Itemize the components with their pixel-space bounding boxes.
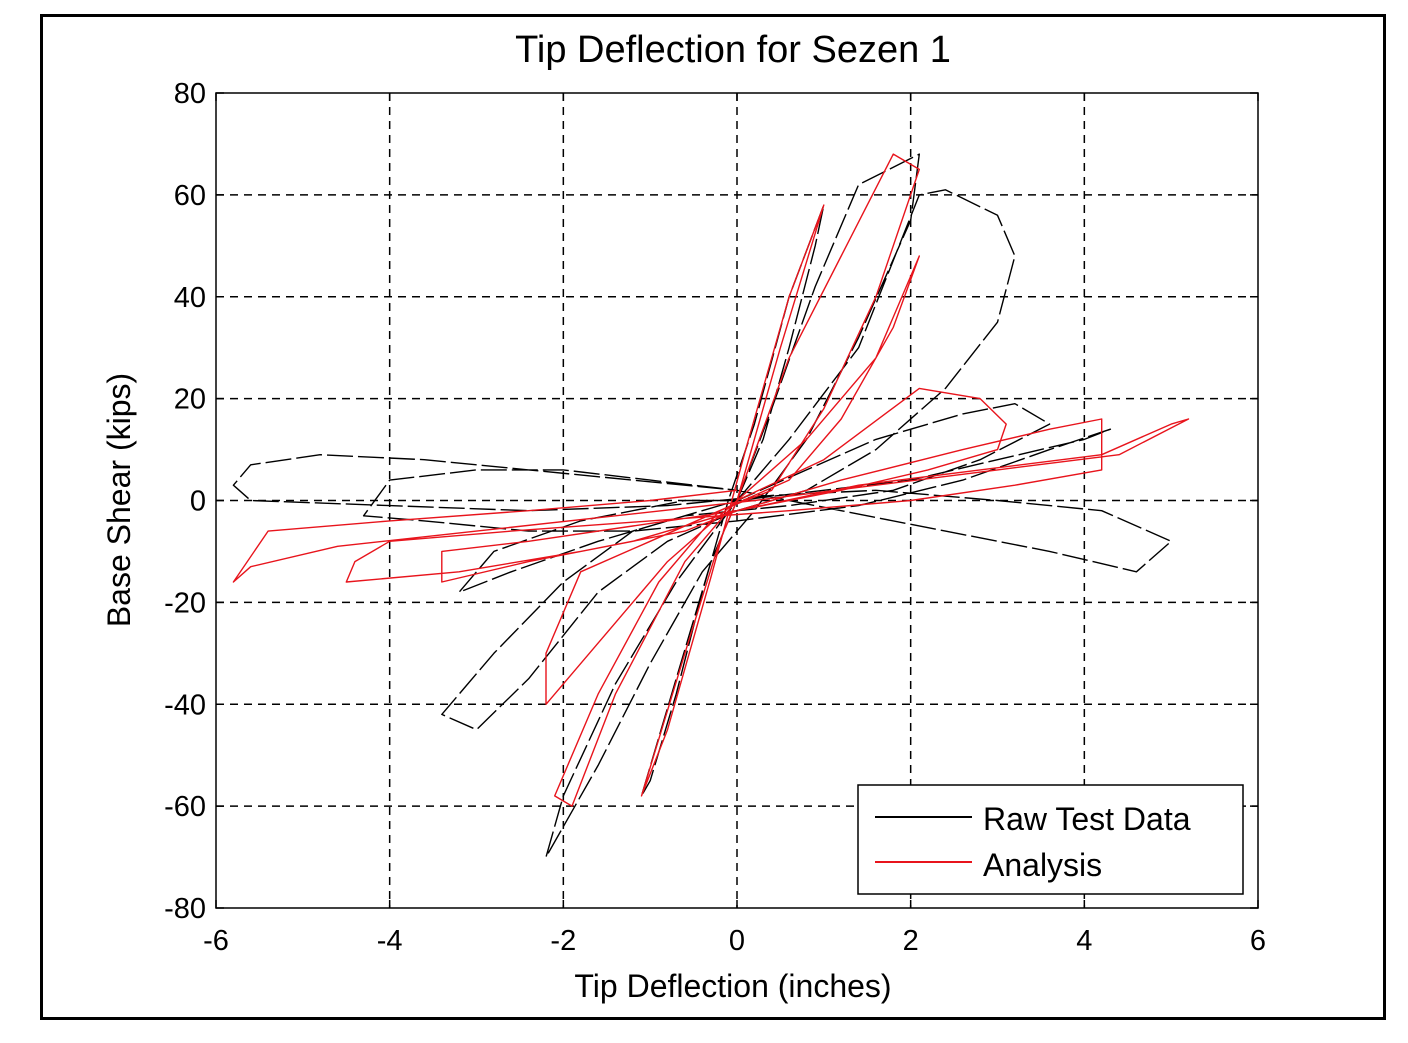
y-axis-label: Base Shear (kips) bbox=[101, 373, 137, 627]
series-group bbox=[232, 153, 1190, 858]
x-axis-label: Tip Deflection (inches) bbox=[574, 968, 891, 1004]
y-tick-label: -80 bbox=[164, 893, 206, 925]
x-tick-label: 0 bbox=[729, 925, 745, 957]
legend: Raw Test Data Analysis bbox=[857, 784, 1244, 895]
y-tick-label: 60 bbox=[174, 180, 206, 212]
x-tick-label: 2 bbox=[903, 925, 919, 957]
x-tick-label: 6 bbox=[1250, 925, 1266, 957]
series-raw-test-data bbox=[232, 153, 1172, 858]
y-tick-label: 80 bbox=[174, 78, 206, 110]
x-tick-label: -6 bbox=[203, 925, 229, 957]
legend-raw-label: Raw Test Data bbox=[983, 801, 1191, 837]
y-tick-label: 0 bbox=[190, 486, 206, 518]
legend-box bbox=[857, 784, 1244, 895]
y-tick-label: -60 bbox=[164, 791, 206, 823]
y-tick-label: -20 bbox=[164, 587, 206, 619]
legend-analysis-label: Analysis bbox=[983, 847, 1102, 883]
x-tick-label: -4 bbox=[377, 925, 403, 957]
y-tick-label: -40 bbox=[164, 689, 206, 721]
chart-title: Tip Deflection for Sezen 1 bbox=[515, 29, 951, 71]
y-tick-label: 20 bbox=[174, 384, 206, 416]
series-analysis bbox=[232, 153, 1190, 807]
y-tick-label: 40 bbox=[174, 282, 206, 314]
x-tick-label: -2 bbox=[550, 925, 576, 957]
x-tick-label: 4 bbox=[1076, 925, 1092, 957]
